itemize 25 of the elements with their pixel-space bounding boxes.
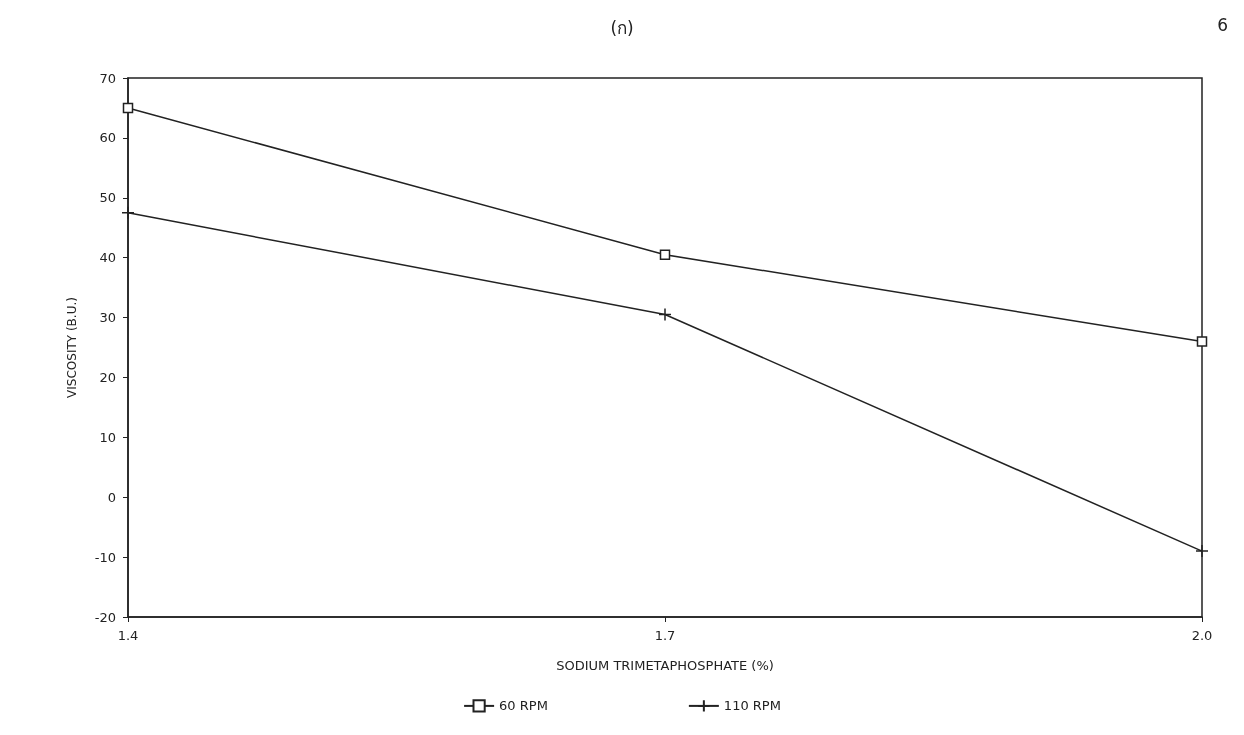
text: 6 <box>1217 14 1229 35</box>
point <box>1196 336 1208 347</box>
y-tick-label: 60 <box>99 130 116 146</box>
point <box>659 249 671 260</box>
legend-label: 110 RPM <box>723 698 781 714</box>
y-tick-label: 40 <box>99 250 116 266</box>
y-tick-label: 30 <box>99 310 116 326</box>
point <box>658 307 672 322</box>
legend-label: 60 RPM <box>499 698 548 714</box>
point <box>1195 544 1209 558</box>
chart-title: (ก) <box>610 17 634 38</box>
point <box>121 206 135 220</box>
y-tick-label: -10 <box>94 549 116 565</box>
y-tick-label: 10 <box>99 429 116 445</box>
y-tick-label: -20 <box>94 609 116 625</box>
y-axis-title: VISCOSITY (B.U.) <box>65 297 79 398</box>
x-tick-label: 1.7 <box>654 628 676 643</box>
x-axis-title: SODIUM TRIMETAPHOSPHATE (%) <box>556 658 774 673</box>
y-tick-label: 50 <box>99 190 116 206</box>
y-tick-label: 70 <box>99 70 116 86</box>
x-tick-label: 1.4 <box>117 628 139 643</box>
point <box>122 102 134 114</box>
x-tick-label: 2.0 <box>1191 628 1213 643</box>
y-tick-label: 0 <box>107 489 116 505</box>
y-tick-label: 20 <box>99 369 116 385</box>
